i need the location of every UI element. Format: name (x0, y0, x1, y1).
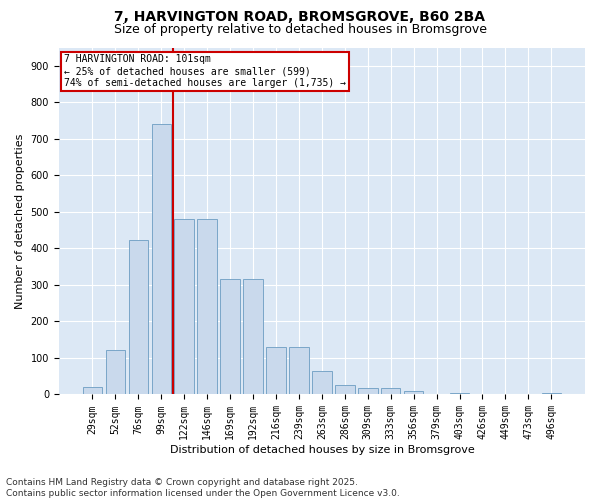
Y-axis label: Number of detached properties: Number of detached properties (15, 134, 25, 308)
Text: 7 HARVINGTON ROAD: 101sqm
← 25% of detached houses are smaller (599)
74% of semi: 7 HARVINGTON ROAD: 101sqm ← 25% of detac… (64, 54, 346, 88)
Bar (450, 392, 469, 394)
Text: Contains HM Land Registry data © Crown copyright and database right 2025.
Contai: Contains HM Land Registry data © Crown c… (6, 478, 400, 498)
Bar (542, 392, 561, 394)
Text: Size of property relative to detached houses in Bromsgrove: Size of property relative to detached ho… (113, 22, 487, 36)
Bar (128, 240, 148, 394)
Bar (152, 124, 171, 394)
Bar (83, 387, 102, 394)
Bar (381, 388, 400, 394)
Bar (106, 350, 125, 395)
Bar (266, 347, 286, 395)
Bar (312, 370, 332, 394)
Bar (244, 280, 263, 394)
Bar (175, 219, 194, 394)
Bar (289, 347, 308, 395)
Bar (404, 391, 424, 394)
X-axis label: Distribution of detached houses by size in Bromsgrove: Distribution of detached houses by size … (170, 445, 474, 455)
Bar (197, 219, 217, 394)
Bar (358, 388, 377, 394)
Text: 7, HARVINGTON ROAD, BROMSGROVE, B60 2BA: 7, HARVINGTON ROAD, BROMSGROVE, B60 2BA (115, 10, 485, 24)
Bar (335, 386, 355, 394)
Bar (220, 280, 240, 394)
